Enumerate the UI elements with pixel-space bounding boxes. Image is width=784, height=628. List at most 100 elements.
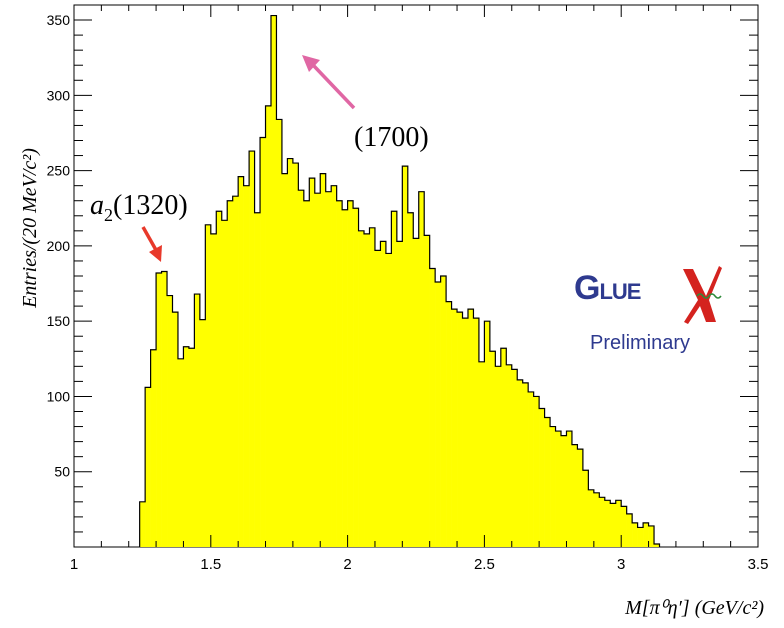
- histogram-bin: [473, 318, 480, 547]
- x-axis-label: M[π⁰η′] (GeV/c²): [624, 597, 764, 619]
- histogram-bin: [517, 379, 524, 547]
- histogram-bin: [265, 105, 272, 547]
- histogram-bin: [276, 119, 283, 547]
- histogram-bin: [462, 318, 469, 547]
- histogram-bin: [495, 366, 502, 547]
- histogram-bin: [626, 513, 633, 547]
- histogram-bin: [489, 351, 496, 547]
- histogram-bin: [270, 15, 277, 548]
- histogram-bin: [150, 349, 157, 547]
- x-axis: 1 1.5 2 2.5 3 3.5: [70, 5, 769, 573]
- histogram-bin: [194, 294, 201, 547]
- histogram-bin: [369, 227, 376, 548]
- histogram-bin: [325, 191, 332, 547]
- x-tick-label: 3: [617, 556, 625, 573]
- histogram-bin: [336, 200, 343, 547]
- histogram-bin: [145, 387, 151, 547]
- histogram-bin: [632, 522, 638, 547]
- histogram-bin: [156, 272, 162, 547]
- histogram-bin: [380, 241, 387, 547]
- histogram-bin: [358, 230, 365, 548]
- y-axis-label: Entries/(20 MeV/c²): [19, 148, 41, 309]
- histogram-bin: [353, 208, 359, 547]
- histogram-bin: [309, 178, 316, 547]
- histogram-bin: [522, 382, 529, 547]
- histogram-bin: [446, 301, 452, 547]
- histogram-bin: [260, 137, 266, 547]
- histogram-bin: [216, 211, 223, 547]
- histogram-bin: [331, 185, 337, 547]
- histogram-bin: [177, 358, 184, 547]
- histogram-bin: [167, 295, 173, 547]
- annotation-a2-arrow: [141, 226, 162, 262]
- x-tick-label: 2.5: [474, 556, 495, 573]
- histogram-bin: [364, 233, 370, 547]
- histogram-bin: [418, 191, 425, 547]
- histogram-bin: [615, 500, 622, 547]
- histogram-bin: [205, 224, 212, 548]
- histogram-bin: [533, 396, 540, 547]
- histogram-bin: [648, 525, 655, 547]
- y-tick-label: 300: [47, 87, 71, 103]
- histogram-bin: [221, 220, 228, 548]
- histogram-bin: [292, 163, 299, 548]
- histogram-bin: [303, 200, 310, 547]
- histogram-bin: [172, 312, 179, 547]
- histogram-bin: [281, 173, 288, 547]
- logo-wave: [696, 293, 722, 299]
- histogram-bin: [467, 309, 474, 547]
- histogram-bin: [610, 503, 617, 547]
- histogram-bin: [429, 268, 436, 547]
- histogram-bin: [391, 211, 398, 547]
- histogram-bin: [643, 522, 649, 547]
- annotation-a2-subscript: 2: [104, 205, 113, 225]
- histogram-bin: [396, 241, 403, 547]
- histogram-bin: [593, 492, 600, 547]
- annotation-a2-prefix: a: [90, 190, 104, 221]
- histogram-bin: [561, 435, 567, 547]
- annotation-1700-arrow: [302, 55, 356, 110]
- x-tick-label: 2: [343, 556, 351, 573]
- histogram-bin: [320, 173, 327, 547]
- histogram-bin: [188, 348, 195, 547]
- x-tick-label: 3.5: [748, 556, 769, 573]
- histogram-bin: [139, 501, 146, 547]
- histogram-bin: [577, 449, 584, 547]
- x-tick-label: 1.5: [200, 556, 221, 573]
- annotation-a2-suffix: (1320): [113, 190, 188, 221]
- logo-text: GLUE: [574, 269, 641, 307]
- histogram-bin: [550, 426, 556, 547]
- histogram-bin: [484, 321, 491, 547]
- histogram-bin: [210, 233, 217, 547]
- histogram-bin: [637, 527, 644, 547]
- histogram-bin: [539, 408, 545, 547]
- histogram-bin: [621, 506, 627, 547]
- histogram-bin: [582, 470, 589, 547]
- histogram-bin: [287, 158, 294, 548]
- histogram-bin: [385, 253, 392, 547]
- histogram-bin: [457, 312, 463, 547]
- histogram-outline: [139, 14, 661, 547]
- histogram-bars: [139, 15, 660, 548]
- histogram-bin: [374, 250, 381, 547]
- histogram-bin: [424, 235, 430, 547]
- histogram-bin: [413, 238, 420, 547]
- histogram-bin: [314, 193, 321, 547]
- logo-subtext: Preliminary: [590, 332, 690, 354]
- histogram-bin: [506, 364, 513, 547]
- histogram-bin: [402, 166, 409, 547]
- gluex-logo: GLUE Preliminary: [574, 266, 722, 354]
- histogram-bin: [599, 497, 606, 547]
- histogram-bin: [249, 151, 255, 548]
- logo-lue: LUE: [599, 279, 640, 304]
- y-tick-label: 100: [47, 388, 71, 404]
- histogram-bin: [555, 431, 562, 547]
- logo-g: G: [574, 269, 599, 307]
- histogram-bin: [528, 391, 534, 547]
- histogram-bin: [451, 309, 458, 547]
- x-tick-label: 1: [70, 556, 78, 573]
- histogram-bin: [440, 276, 447, 547]
- histogram-bin: [254, 212, 261, 547]
- histogram-bin: [298, 190, 305, 547]
